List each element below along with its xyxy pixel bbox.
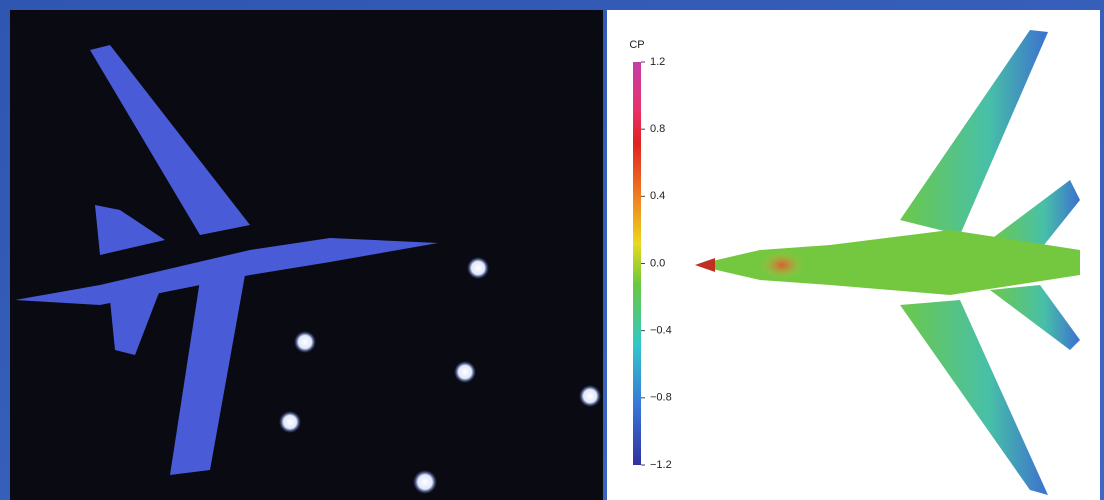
colorbar-tick-label: −0.8 <box>650 392 672 404</box>
colorbar-tick-label: 0.4 <box>650 190 665 202</box>
figure: CP 1.2 0.8 0.4 0.0 −0.4 −0.8 −1.2 <box>0 0 1104 500</box>
colorbar <box>633 62 641 465</box>
colorbar-label: CP <box>629 39 644 51</box>
colorbar-tick-label: −0.4 <box>650 325 672 337</box>
colorbar-tick-label: 0.0 <box>650 257 665 269</box>
colorbar-tick-label: 0.8 <box>650 123 665 135</box>
colorbar-tick-label: −1.2 <box>650 459 672 471</box>
page: CP 1.20.80.40.0−0.4−0.8−1.2 (() => { con… <box>0 0 1104 500</box>
colorbar-tick-label: 1.2 <box>650 56 665 68</box>
